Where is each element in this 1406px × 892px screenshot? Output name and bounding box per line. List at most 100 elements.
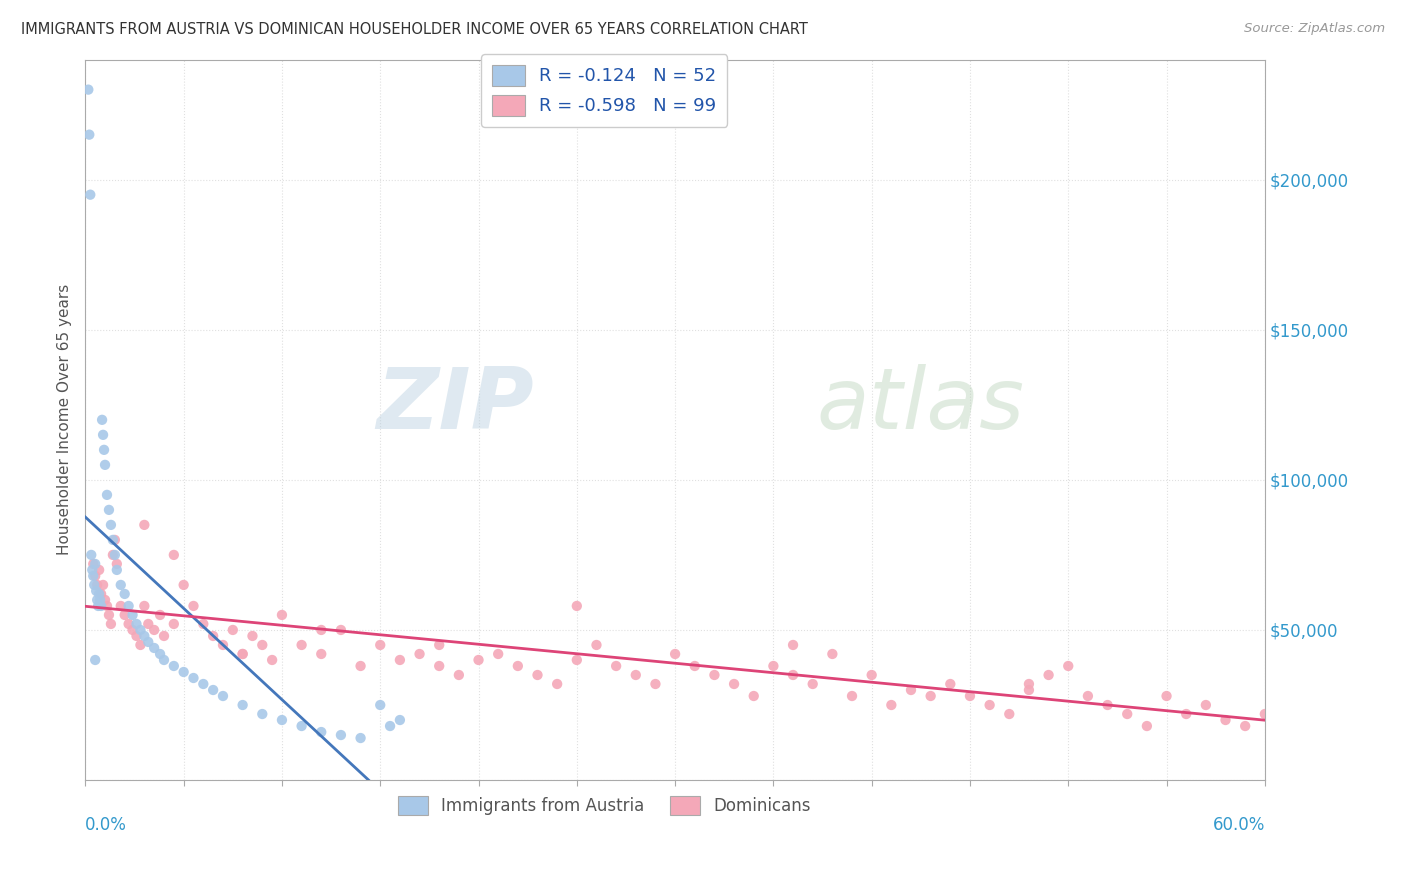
Point [309, 725, 332, 739]
Point [84, 569, 107, 583]
Point [467, 653, 489, 667]
Point [979, 698, 1001, 712]
Point [84, 653, 107, 667]
Point [1116, 706, 1139, 721]
Point [920, 689, 942, 703]
Point [100, 517, 122, 532]
Point [723, 677, 745, 691]
Point [1294, 698, 1316, 712]
Point [202, 629, 225, 643]
Point [134, 629, 156, 643]
Point [1097, 698, 1119, 712]
Point [149, 607, 172, 622]
Point [252, 706, 274, 721]
Point [388, 713, 411, 727]
Point [143, 623, 166, 637]
Point [486, 647, 509, 661]
Point [91, 413, 114, 427]
Point [90, 587, 112, 601]
Point [114, 607, 136, 622]
Point [1156, 689, 1178, 703]
Point [104, 533, 127, 547]
Point [129, 638, 152, 652]
Point [703, 668, 725, 682]
Point [94, 593, 117, 607]
Point [624, 668, 647, 682]
Point [565, 599, 588, 613]
Point [1274, 713, 1296, 727]
Point [86, 593, 108, 607]
Text: Source: ZipAtlas.com: Source: ZipAtlas.com [1244, 22, 1385, 36]
Point [163, 659, 186, 673]
Point [408, 647, 430, 661]
Point [96, 599, 118, 613]
Point [1038, 668, 1060, 682]
Point [309, 647, 332, 661]
Point [242, 629, 264, 643]
Point [212, 638, 235, 652]
Point [80, 548, 103, 562]
Point [96, 488, 118, 502]
Point [89, 587, 111, 601]
Point [89, 563, 111, 577]
Text: atlas: atlas [817, 364, 1025, 447]
Point [149, 647, 172, 661]
Point [309, 623, 332, 637]
Point [91, 427, 114, 442]
Point [349, 659, 371, 673]
Point [291, 638, 314, 652]
Point [742, 689, 765, 703]
Point [860, 668, 883, 682]
Point [104, 548, 127, 562]
Point [84, 557, 107, 571]
Point [526, 668, 548, 682]
Point [193, 617, 215, 632]
Point [959, 689, 981, 703]
Point [427, 659, 450, 673]
Point [546, 677, 568, 691]
Point [77, 82, 100, 96]
Point [136, 635, 159, 649]
Point [105, 557, 128, 571]
Point [368, 698, 391, 712]
Point [378, 719, 401, 733]
Point [222, 623, 245, 637]
Point [232, 647, 254, 661]
Point [91, 578, 114, 592]
Point [173, 665, 195, 679]
Point [329, 728, 352, 742]
Point [565, 653, 588, 667]
Point [880, 698, 903, 712]
Point [117, 599, 139, 613]
Point [506, 659, 529, 673]
Point [801, 677, 824, 691]
Point [1077, 689, 1099, 703]
Point [87, 599, 110, 613]
Point [89, 593, 111, 607]
Point [271, 607, 294, 622]
Point [79, 187, 101, 202]
Point [153, 629, 176, 643]
Point [262, 653, 284, 667]
Point [782, 668, 804, 682]
Point [605, 659, 627, 673]
Point [939, 677, 962, 691]
Text: IMMIGRANTS FROM AUSTRIA VS DOMINICAN HOUSEHOLDER INCOME OVER 65 YEARS CORRELATIO: IMMIGRANTS FROM AUSTRIA VS DOMINICAN HOU… [21, 22, 808, 37]
Text: 60.0%: 60.0% [1212, 816, 1265, 834]
Point [1215, 713, 1237, 727]
Point [105, 563, 128, 577]
Point [427, 638, 450, 652]
Point [202, 683, 225, 698]
Point [101, 533, 124, 547]
Point [1018, 683, 1040, 698]
Point [1254, 706, 1277, 721]
Point [1234, 719, 1257, 733]
Point [291, 719, 314, 733]
Point [97, 607, 120, 622]
Point [121, 607, 143, 622]
Point [82, 563, 104, 577]
Text: ZIP: ZIP [375, 364, 533, 447]
Legend: Immigrants from Austria, Dominicans: Immigrants from Austria, Dominicans [391, 789, 817, 822]
Point [1371, 698, 1393, 712]
Point [349, 731, 371, 745]
